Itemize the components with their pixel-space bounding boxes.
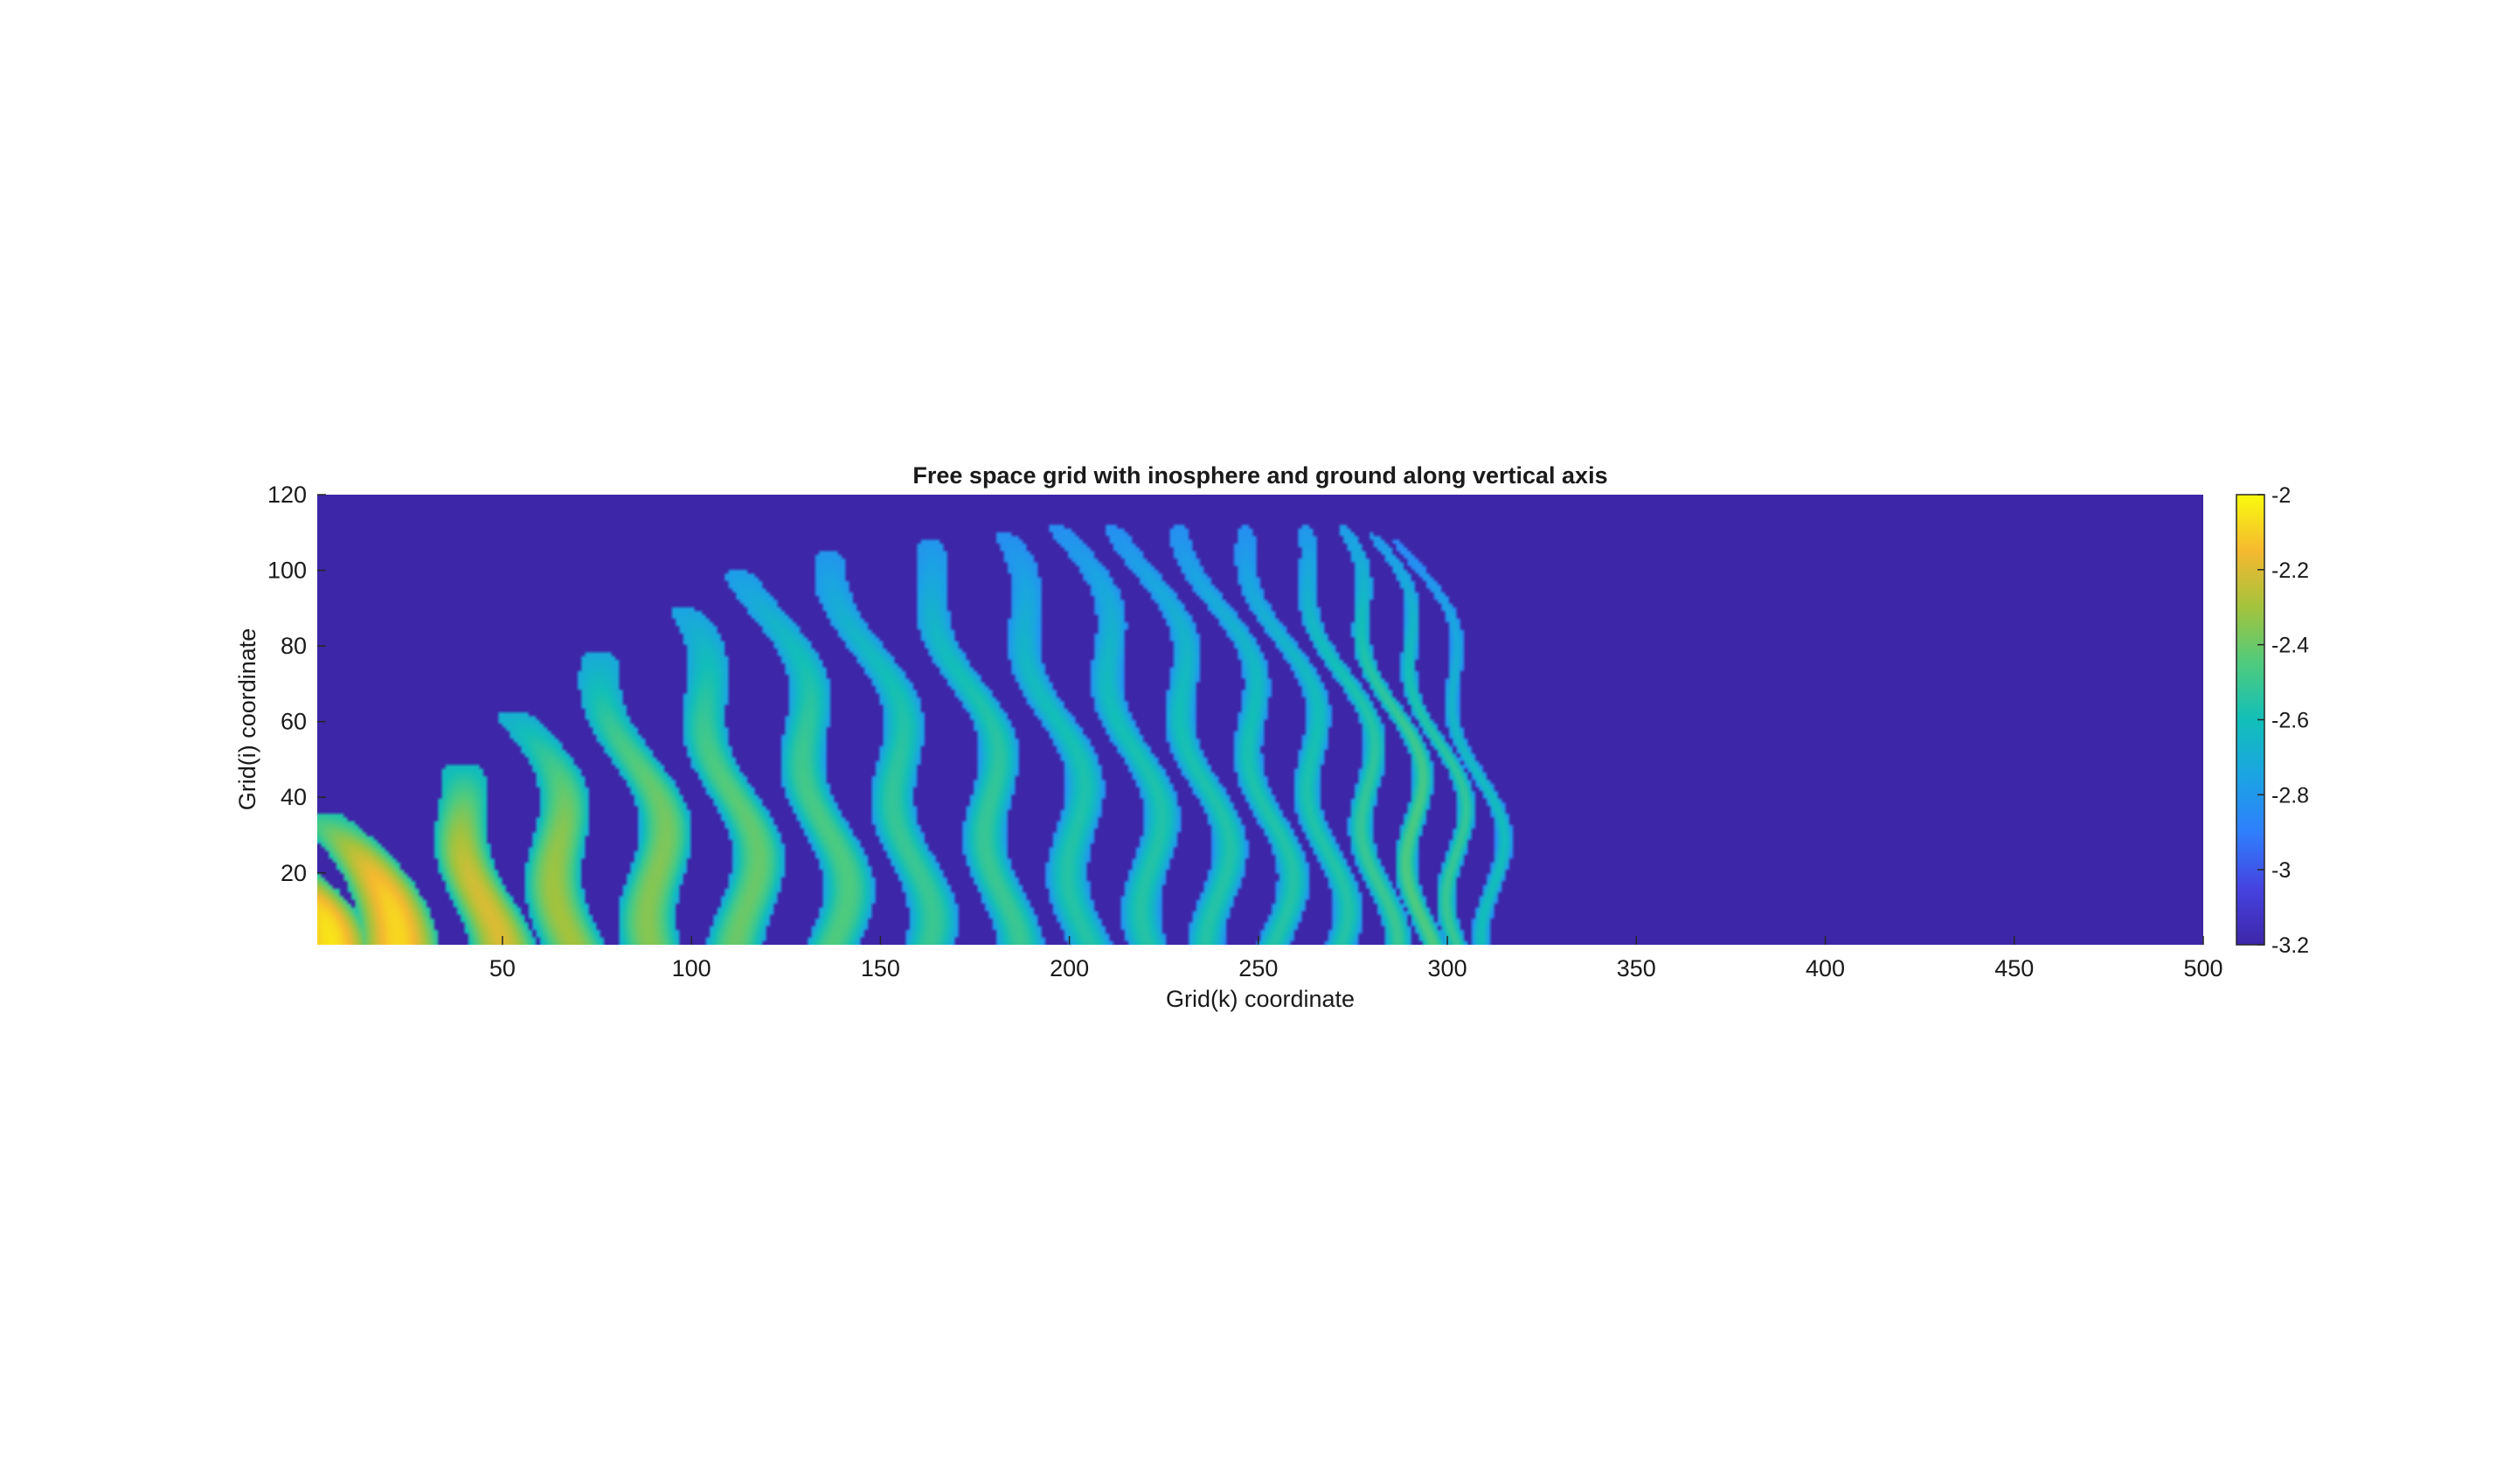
x-tick-label: 200 xyxy=(1050,955,1089,981)
x-tick-label: 50 xyxy=(489,955,516,981)
y-tick-label: 120 xyxy=(267,482,307,508)
y-tick-label: 20 xyxy=(281,860,307,886)
colorbar-tick-label: -2.6 xyxy=(2271,709,2309,733)
x-tick-label: 150 xyxy=(861,955,900,981)
plot-area xyxy=(317,495,2203,945)
x-tick-label: 400 xyxy=(1806,955,1845,981)
x-tick-label: 350 xyxy=(1617,955,1656,981)
colorbar-tick-label: -2.2 xyxy=(2271,558,2309,583)
x-tick-label: 450 xyxy=(1994,955,2034,981)
colorbar-tick-label: -3 xyxy=(2271,858,2291,883)
colorbar-tick-label: -2.8 xyxy=(2271,783,2309,808)
y-tick-label: 60 xyxy=(281,709,307,735)
colorbar-tick-label: -3.2 xyxy=(2271,933,2309,958)
colorbar-tick-label: -2.4 xyxy=(2271,634,2309,658)
colorbar: -2 -2.2 -2.4 -2.6 -2.8 -3 -3.2 xyxy=(2236,483,2309,958)
x-tick-label: 250 xyxy=(1238,955,1278,981)
x-axis-label: Grid(k) coordinate xyxy=(1166,986,1355,1012)
x-tick-label: 500 xyxy=(2183,955,2222,981)
chart-title: Free space grid with inosphere and groun… xyxy=(912,462,1607,489)
colorbar-ticks: -2 -2.2 -2.4 -2.6 -2.8 -3 -3.2 xyxy=(2257,483,2309,958)
y-tick-label: 80 xyxy=(281,633,307,659)
y-axis: 20 40 60 80 100 120 xyxy=(267,482,326,886)
y-tick-label: 40 xyxy=(281,784,307,810)
x-tick-label: 300 xyxy=(1428,955,1467,981)
heatmap-image xyxy=(317,495,2203,945)
x-axis: 50 100 150 200 250 300 350 400 450 500 xyxy=(489,936,2223,981)
y-tick-label: 100 xyxy=(267,558,307,584)
colorbar-tick-label: -2 xyxy=(2271,483,2291,508)
x-tick-label: 100 xyxy=(672,955,711,981)
y-axis-label: Grid(i) coordinate xyxy=(234,628,260,811)
